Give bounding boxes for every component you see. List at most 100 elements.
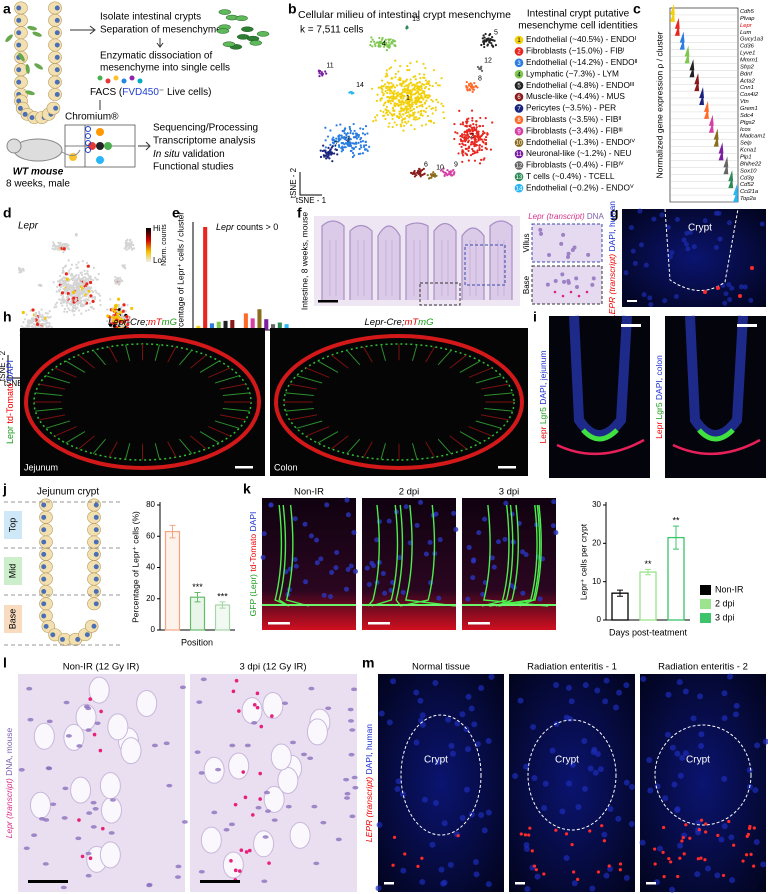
bar: [243, 313, 248, 330]
expression-point: [67, 259, 70, 262]
expression-point: [67, 247, 70, 250]
cell-point: [400, 84, 403, 88]
transcript-dot: [251, 813, 255, 817]
expression-point: [78, 278, 81, 281]
nucleus: [268, 502, 274, 508]
cell-point: [359, 138, 362, 141]
cell-point: [379, 40, 383, 44]
label: Intestinal crypt putative: [527, 9, 630, 20]
villus-line: [167, 346, 177, 363]
villus-line: [222, 408, 250, 412]
nucleus: [677, 772, 684, 779]
cell-point: [368, 145, 371, 148]
nucleus: [698, 731, 705, 738]
transcript-dot: [653, 847, 657, 851]
scale-bar: [515, 882, 525, 885]
nucleus: [628, 783, 635, 790]
expression-point: [55, 301, 59, 304]
transcript-dot: [576, 877, 580, 882]
crypt-nucleus: [41, 588, 47, 594]
villus-line: [39, 383, 66, 390]
nucleus: [86, 811, 93, 815]
nucleus: [738, 284, 744, 290]
nucleus: [485, 738, 492, 745]
cell-point: [340, 146, 343, 150]
expression-point: [92, 290, 95, 294]
cell-point: [464, 144, 467, 147]
cell-point: [475, 140, 478, 143]
cell-point: [476, 149, 479, 152]
cell-point: [418, 72, 421, 76]
mouse-body: [13, 138, 63, 162]
cell-point: [442, 171, 445, 174]
label: Villus: [522, 234, 531, 253]
nucleus: [376, 519, 382, 525]
expression-point: [37, 318, 40, 321]
cell-point: [414, 118, 417, 121]
cell-point: [324, 70, 327, 73]
transcript-dot: [585, 290, 589, 294]
transcript-dot: [252, 703, 257, 707]
transcript-dot: [569, 290, 573, 294]
transcript-dot: [561, 294, 565, 298]
nucleus: [31, 833, 38, 837]
micrograph: [665, 316, 766, 478]
expression-point: [98, 294, 102, 297]
nucleus: [537, 596, 543, 602]
cell-point: [340, 134, 343, 137]
cell-point: [423, 93, 426, 96]
label-part: FACS (: [90, 87, 123, 98]
cell-point: [406, 91, 410, 94]
cell-point: [345, 133, 348, 136]
panel-letter: k: [243, 481, 251, 497]
nucleus: [175, 864, 182, 869]
cell-point: [477, 134, 480, 138]
nucleus: [324, 502, 330, 508]
expression-point: [35, 312, 38, 315]
cell-point: [468, 135, 471, 138]
transcript-dot: [523, 833, 527, 837]
cell-point: [412, 118, 415, 121]
expression-point: [126, 322, 130, 326]
cell-point: [466, 88, 469, 91]
cell-point: [399, 107, 403, 110]
cell-point: [448, 173, 451, 176]
expression-point: [124, 309, 127, 313]
expression-point: [23, 318, 27, 321]
villus-line: [331, 435, 349, 450]
cell-point: [419, 175, 422, 178]
cell-point: [485, 141, 488, 145]
cluster-label: 11: [326, 62, 333, 69]
cell-point: [389, 96, 393, 99]
cell-point: [350, 149, 353, 152]
villus-line: [65, 360, 86, 373]
label: Functional studies: [153, 162, 234, 173]
legend-label: Lymphatic (~7.3%) - LYM: [526, 68, 619, 78]
nucleus: [648, 302, 654, 308]
cell-point: [424, 79, 428, 82]
expression-point: [53, 306, 56, 309]
villus-line: [208, 426, 231, 437]
nucleus: [468, 811, 475, 818]
bead: [85, 147, 91, 153]
crypt-nucleus: [93, 588, 99, 594]
nucleus: [696, 693, 703, 700]
transcript-dot: [392, 835, 397, 840]
nucleus: [623, 779, 630, 786]
cell-point: [407, 111, 410, 114]
nucleus: [94, 721, 101, 726]
cell-point: [424, 110, 427, 114]
nucleus: [545, 282, 550, 287]
expression-point: [95, 291, 98, 294]
crypt-nucleus: [53, 105, 59, 111]
cell-point: [398, 110, 401, 113]
expression-point: [90, 305, 93, 309]
cell-point: [411, 114, 414, 117]
legend-label: Fibroblasts (~0.4%) - FIBᴵⱽ: [526, 160, 624, 170]
nucleus: [665, 691, 672, 698]
nucleus: [753, 838, 760, 845]
expression-point: [83, 269, 86, 272]
villus-line: [412, 443, 418, 460]
crypt-nucleus: [59, 636, 65, 642]
nucleus: [594, 750, 601, 757]
